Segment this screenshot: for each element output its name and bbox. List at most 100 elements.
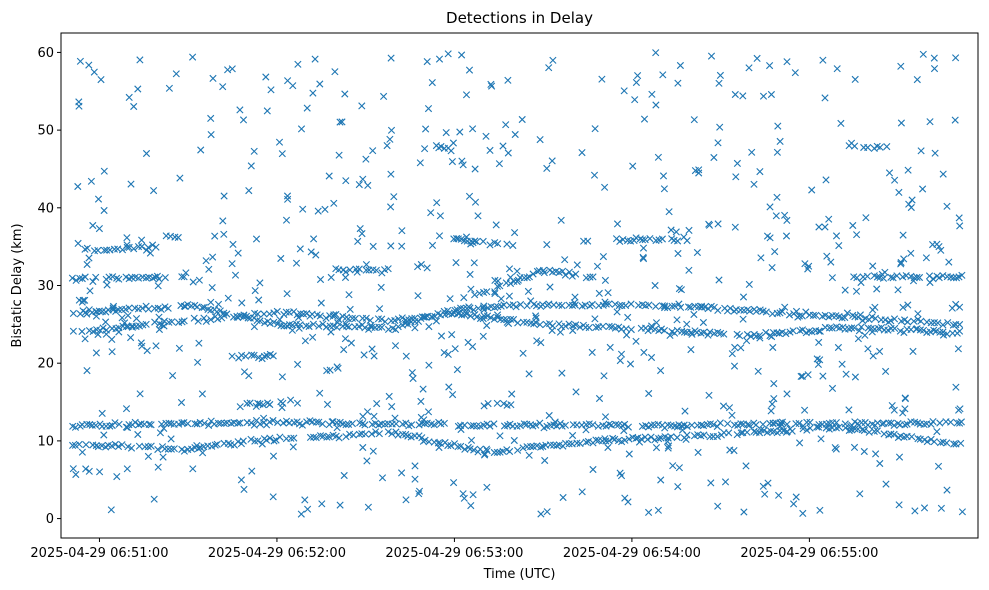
- detection-marker: [652, 49, 660, 57]
- detection-marker: [248, 351, 256, 359]
- detection-marker: [428, 241, 437, 249]
- detection-marker: [236, 106, 244, 114]
- detection-marker: [492, 221, 500, 229]
- detection-marker: [497, 295, 505, 303]
- detection-marker: [262, 73, 270, 81]
- detection-marker: [958, 271, 966, 279]
- detection-marker: [592, 323, 600, 331]
- detection-marker: [851, 75, 859, 83]
- detection-marker: [900, 255, 908, 263]
- detection-marker: [792, 307, 801, 315]
- detection-marker: [160, 424, 168, 432]
- y-tick-label: 40: [37, 201, 54, 216]
- detection-marker: [342, 433, 350, 441]
- detection-marker: [362, 266, 370, 274]
- detection-marker: [532, 421, 540, 429]
- detection-marker: [775, 491, 783, 499]
- detection-marker: [657, 434, 665, 442]
- detection-marker: [369, 447, 377, 455]
- detection-marker: [648, 322, 656, 330]
- detection-marker: [869, 262, 877, 270]
- detection-marker: [805, 327, 813, 335]
- detection-marker: [936, 419, 944, 427]
- detection-marker: [180, 447, 188, 455]
- detection-marker: [588, 348, 596, 356]
- detection-marker: [349, 431, 357, 439]
- detection-marker: [263, 107, 271, 115]
- detection-marker: [939, 331, 948, 339]
- detection-marker: [685, 226, 693, 234]
- detection-marker: [889, 274, 897, 282]
- detection-marker: [645, 301, 653, 309]
- detection-marker: [816, 356, 824, 364]
- detection-marker: [573, 261, 581, 269]
- detection-marker: [486, 241, 494, 249]
- detection-marker: [301, 337, 309, 345]
- detection-marker: [272, 436, 280, 444]
- detection-marker: [825, 324, 834, 332]
- detection-marker: [342, 320, 350, 328]
- detection-marker: [169, 372, 177, 380]
- detection-marker: [371, 419, 379, 427]
- detection-marker: [69, 441, 77, 449]
- detection-marker: [617, 350, 626, 358]
- detection-marker: [714, 220, 722, 228]
- detection-marker: [144, 243, 152, 252]
- detection-marker: [953, 419, 961, 427]
- detection-marker: [415, 487, 424, 495]
- detection-marker: [465, 192, 474, 200]
- detection-marker: [391, 342, 400, 350]
- detection-marker: [198, 390, 206, 398]
- detection-marker: [276, 433, 284, 441]
- detection-marker: [462, 91, 471, 99]
- detection-marker: [123, 465, 131, 473]
- detection-marker: [821, 223, 829, 231]
- detection-marker: [341, 90, 349, 98]
- detection-marker: [502, 121, 510, 129]
- detection-marker: [224, 294, 232, 302]
- detection-marker: [122, 405, 131, 413]
- detection-marker: [677, 303, 685, 311]
- detection-marker: [150, 495, 158, 503]
- detection-marker: [600, 372, 608, 380]
- detection-marker: [913, 76, 921, 84]
- detection-marker: [348, 314, 356, 322]
- detection-marker: [860, 426, 868, 435]
- detection-marker: [423, 264, 431, 272]
- detection-marker: [667, 226, 675, 234]
- detection-marker: [448, 158, 456, 166]
- detection-marker: [565, 320, 573, 328]
- detection-marker: [785, 311, 794, 319]
- detection-marker: [115, 275, 123, 283]
- detection-marker: [425, 323, 433, 331]
- chart-title: Detections in Delay: [446, 9, 593, 27]
- detection-marker: [150, 187, 158, 195]
- detection-marker: [631, 96, 639, 104]
- detection-marker: [588, 300, 596, 308]
- detection-marker: [674, 249, 682, 258]
- detection-marker: [769, 420, 777, 428]
- detection-marker: [666, 331, 674, 339]
- detection-marker: [340, 346, 348, 354]
- detection-marker: [343, 322, 351, 330]
- detection-marker: [200, 314, 208, 322]
- detection-marker: [118, 441, 126, 449]
- detection-marker: [855, 327, 863, 335]
- detection-marker: [331, 68, 339, 76]
- detection-marker: [525, 273, 533, 281]
- detection-marker: [755, 331, 764, 340]
- detection-marker: [774, 122, 782, 130]
- detection-marker: [219, 83, 227, 91]
- detection-marker: [828, 274, 836, 282]
- detection-marker: [956, 222, 964, 230]
- detection-marker: [109, 302, 118, 310]
- detection-marker: [516, 300, 525, 309]
- detection-marker: [500, 316, 508, 324]
- detection-marker: [876, 459, 884, 468]
- detection-marker: [398, 227, 406, 235]
- detection-marker: [92, 421, 100, 429]
- detection-marker: [269, 452, 278, 460]
- detection-marker: [353, 268, 361, 276]
- detection-marker: [834, 343, 842, 352]
- detection-marker: [469, 125, 477, 133]
